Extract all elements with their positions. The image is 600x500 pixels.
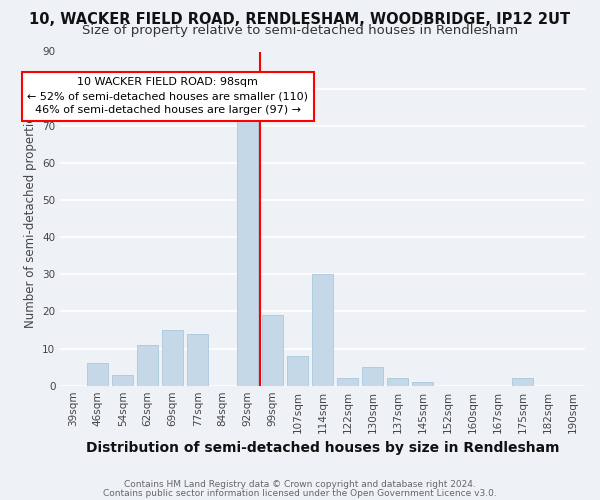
- Bar: [337, 378, 358, 386]
- Bar: [362, 367, 383, 386]
- Text: 10, WACKER FIELD ROAD, RENDLESHAM, WOODBRIDGE, IP12 2UT: 10, WACKER FIELD ROAD, RENDLESHAM, WOODB…: [29, 12, 571, 26]
- Y-axis label: Number of semi-detached properties: Number of semi-detached properties: [24, 110, 37, 328]
- Bar: [312, 274, 333, 386]
- X-axis label: Distribution of semi-detached houses by size in Rendlesham: Distribution of semi-detached houses by …: [86, 441, 559, 455]
- Text: 10 WACKER FIELD ROAD: 98sqm
← 52% of semi-detached houses are smaller (110)
46% : 10 WACKER FIELD ROAD: 98sqm ← 52% of sem…: [27, 78, 308, 116]
- Bar: [162, 330, 184, 386]
- Text: Contains public sector information licensed under the Open Government Licence v3: Contains public sector information licen…: [103, 488, 497, 498]
- Text: Size of property relative to semi-detached houses in Rendlesham: Size of property relative to semi-detach…: [82, 24, 518, 37]
- Bar: [262, 315, 283, 386]
- Bar: [387, 378, 408, 386]
- Bar: [137, 345, 158, 386]
- Bar: [412, 382, 433, 386]
- Bar: [237, 104, 259, 386]
- Text: Contains HM Land Registry data © Crown copyright and database right 2024.: Contains HM Land Registry data © Crown c…: [124, 480, 476, 489]
- Bar: [287, 356, 308, 386]
- Bar: [512, 378, 533, 386]
- Bar: [112, 374, 133, 386]
- Bar: [87, 364, 109, 386]
- Bar: [187, 334, 208, 386]
